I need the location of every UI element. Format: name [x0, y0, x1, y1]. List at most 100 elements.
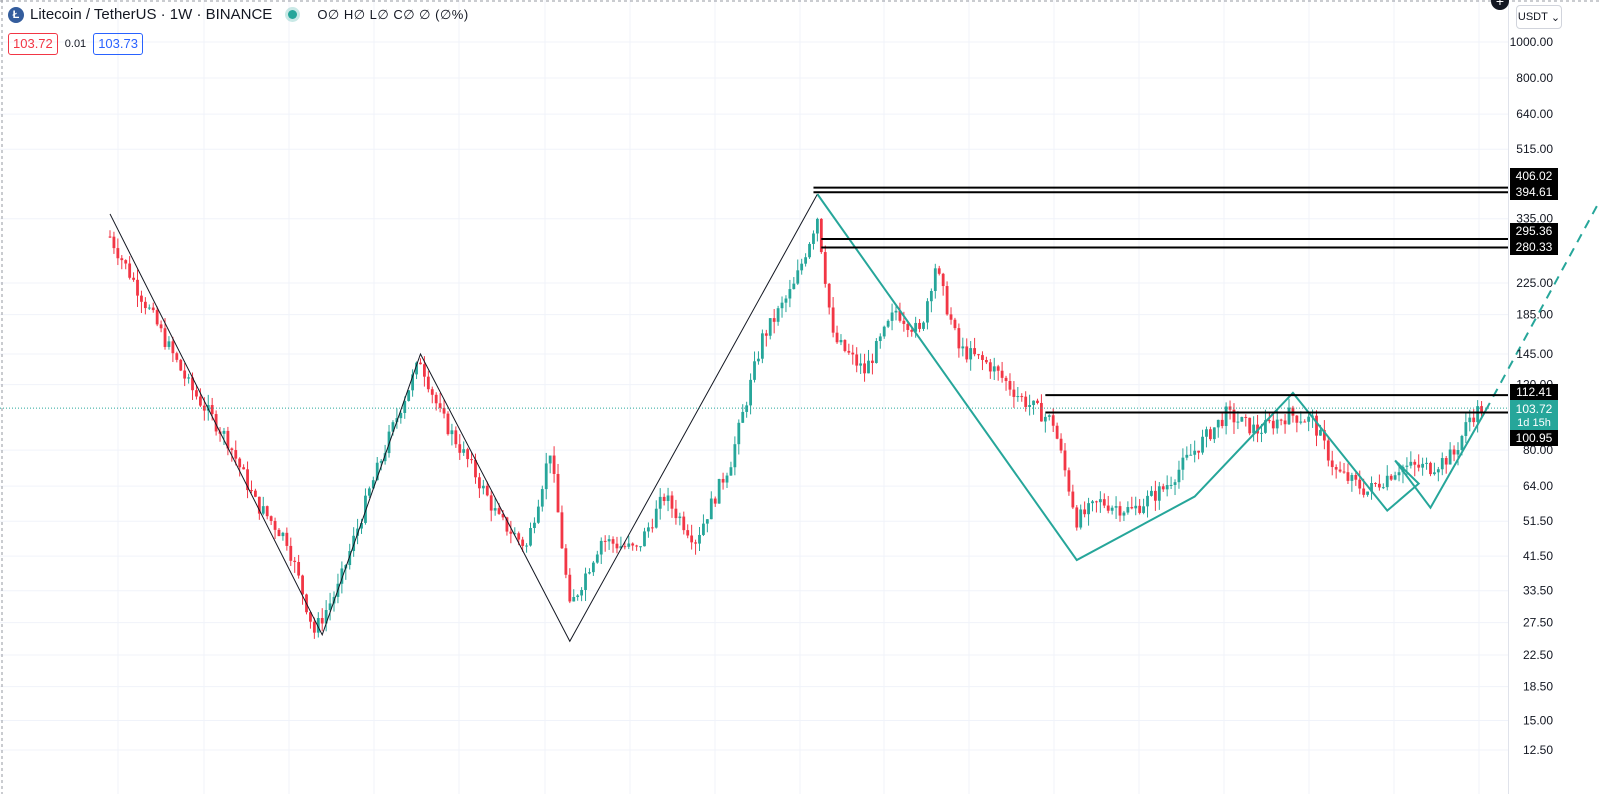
candle-body: [599, 540, 603, 555]
candle-body: [772, 318, 776, 322]
candle-body: [513, 533, 517, 535]
candle-body: [639, 546, 642, 548]
candle-body: [442, 407, 446, 414]
candle-body: [525, 545, 528, 547]
candle-body: [1448, 449, 1452, 465]
candle-body: [1334, 467, 1338, 470]
candle-body: [556, 473, 560, 513]
chart-header: Ł Litecoin / TetherUS · 1W · BINANCE O∅ …: [8, 6, 469, 23]
candle-body: [1130, 507, 1134, 509]
candle-body: [949, 314, 953, 320]
candle-body: [843, 339, 847, 351]
candle-body: [1212, 427, 1216, 440]
currency-selector[interactable]: USDT ⌄: [1516, 5, 1562, 29]
candle-body: [466, 449, 470, 460]
candle-body: [1433, 472, 1436, 475]
buy-price-button[interactable]: 103.73: [93, 33, 143, 55]
candle-body: [143, 301, 147, 309]
candle-body: [1153, 490, 1157, 501]
candle-body: [973, 348, 976, 355]
candle-body: [1429, 462, 1432, 475]
candle-body: [1358, 479, 1362, 489]
candle-body: [1464, 422, 1468, 436]
candle-body: [584, 573, 587, 590]
zigzag-trend-line[interactable]: [109, 193, 818, 643]
level-price-tag[interactable]: [1510, 223, 1558, 239]
candle-body: [116, 248, 120, 259]
add-plus-icon[interactable]: +: [1491, 0, 1509, 10]
candle-body: [996, 366, 1000, 371]
y-axis-tick-label: 12.50: [1523, 743, 1553, 757]
candle-body: [1220, 419, 1224, 427]
candle-body: [717, 478, 721, 504]
candle-body: [1456, 450, 1460, 455]
candle-body: [1032, 400, 1035, 406]
candle-body: [1040, 402, 1043, 422]
candle-body: [1236, 421, 1240, 423]
candle-body: [1248, 417, 1252, 434]
candle-body: [1346, 472, 1350, 481]
candle-body: [635, 545, 639, 547]
candle-body: [383, 453, 387, 462]
candle-body: [1126, 507, 1130, 513]
candle-body: [328, 603, 332, 611]
last-price-tag[interactable]: [1510, 400, 1558, 430]
candle-body: [230, 448, 234, 451]
candle-body: [356, 528, 359, 536]
level-price-tag[interactable]: [1510, 239, 1558, 255]
candle-body: [1436, 469, 1440, 473]
y-axis-tick-label: 335.00: [1516, 212, 1553, 226]
harmonic-pattern-line[interactable]: [816, 193, 1487, 562]
candle-body: [187, 377, 190, 379]
candle-body: [1389, 475, 1393, 480]
level-price-tag[interactable]: [1510, 184, 1558, 200]
level-price-label: 406.02: [1516, 169, 1553, 183]
candle-body: [1476, 406, 1480, 423]
sell-price-button[interactable]: 103.72: [8, 33, 58, 55]
candle-body: [929, 290, 933, 302]
candle-body: [1377, 483, 1381, 488]
candle-body: [698, 534, 701, 544]
candle-body: [1185, 454, 1189, 458]
candle-body: [823, 252, 827, 284]
candle-body: [1071, 491, 1075, 508]
candle-body: [890, 312, 894, 321]
candle-body: [760, 333, 764, 359]
level-price-tag[interactable]: [1510, 430, 1558, 446]
candle-body: [1122, 512, 1126, 516]
candle-body: [371, 480, 375, 489]
candle-body: [1016, 396, 1020, 398]
candle-body: [937, 268, 941, 274]
market-status-icon[interactable]: [288, 10, 298, 19]
level-price-tag[interactable]: [1510, 168, 1558, 184]
y-axis-tick-label: 800.00: [1516, 71, 1553, 85]
candle-body: [749, 379, 752, 406]
y-axis-tick-label: 145.00: [1516, 347, 1553, 361]
candle-body: [1051, 415, 1055, 426]
symbol-title[interactable]: Litecoin / TetherUS · 1W · BINANCE: [30, 6, 273, 23]
candle-body: [226, 430, 230, 449]
candle-body: [1083, 509, 1087, 515]
candle-body: [737, 422, 741, 445]
candle-body: [984, 359, 988, 363]
candle-body: [1138, 505, 1142, 513]
candle-body: [764, 333, 768, 336]
candle-body: [112, 236, 116, 249]
candle-body: [1146, 495, 1149, 507]
candle-body: [536, 506, 540, 523]
candle-body: [1059, 438, 1063, 451]
candle-body: [839, 339, 843, 343]
level-price-label: 100.95: [1516, 431, 1553, 445]
candle-body: [591, 562, 595, 573]
candle-body: [548, 455, 552, 464]
candle-body: [367, 488, 371, 496]
candle-body: [261, 506, 265, 514]
y-axis-tick-label: 225.00: [1516, 276, 1553, 290]
candle-body: [505, 517, 509, 532]
candle-body: [650, 527, 654, 529]
candle-body: [1444, 458, 1448, 465]
level-price-tag[interactable]: [1510, 384, 1558, 400]
candle-body: [246, 469, 249, 491]
candle-body: [277, 529, 281, 537]
